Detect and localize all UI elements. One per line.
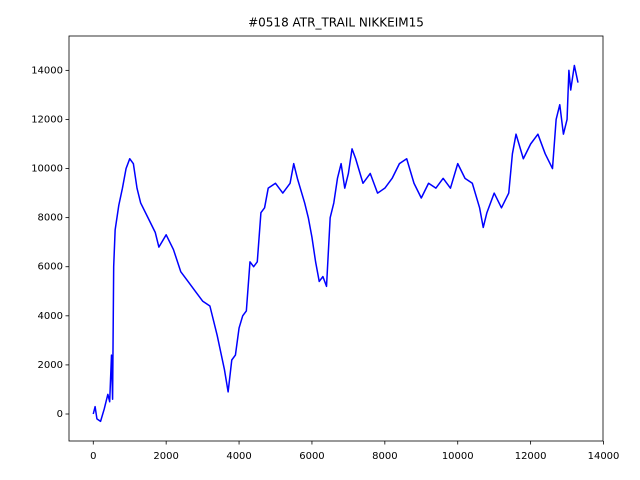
data-line xyxy=(92,64,579,423)
x-tick-label: 12000 xyxy=(515,451,547,462)
x-tick-label: 4000 xyxy=(226,451,251,462)
y-tick-label: 0 xyxy=(57,409,63,420)
x-tick-label: 10000 xyxy=(442,451,474,462)
y-tick-label: 12000 xyxy=(31,114,63,125)
y-tick-label: 6000 xyxy=(38,262,63,273)
y-tick-label: 14000 xyxy=(31,65,63,76)
x-tick-label: 0 xyxy=(90,451,96,462)
y-tick-label: 2000 xyxy=(38,360,63,371)
x-tick-label: 8000 xyxy=(372,451,397,462)
chart-title: #0518 ATR_TRAIL NIKKEIM15 xyxy=(248,16,424,30)
x-tick-label: 6000 xyxy=(299,451,324,462)
axes-frame xyxy=(68,35,604,442)
y-tick-label: 8000 xyxy=(38,213,63,224)
y-tick-label: 4000 xyxy=(38,311,63,322)
y-tick-label: 10000 xyxy=(31,164,63,175)
x-tick-label: 14000 xyxy=(588,451,620,462)
x-tick-label: 2000 xyxy=(153,451,178,462)
